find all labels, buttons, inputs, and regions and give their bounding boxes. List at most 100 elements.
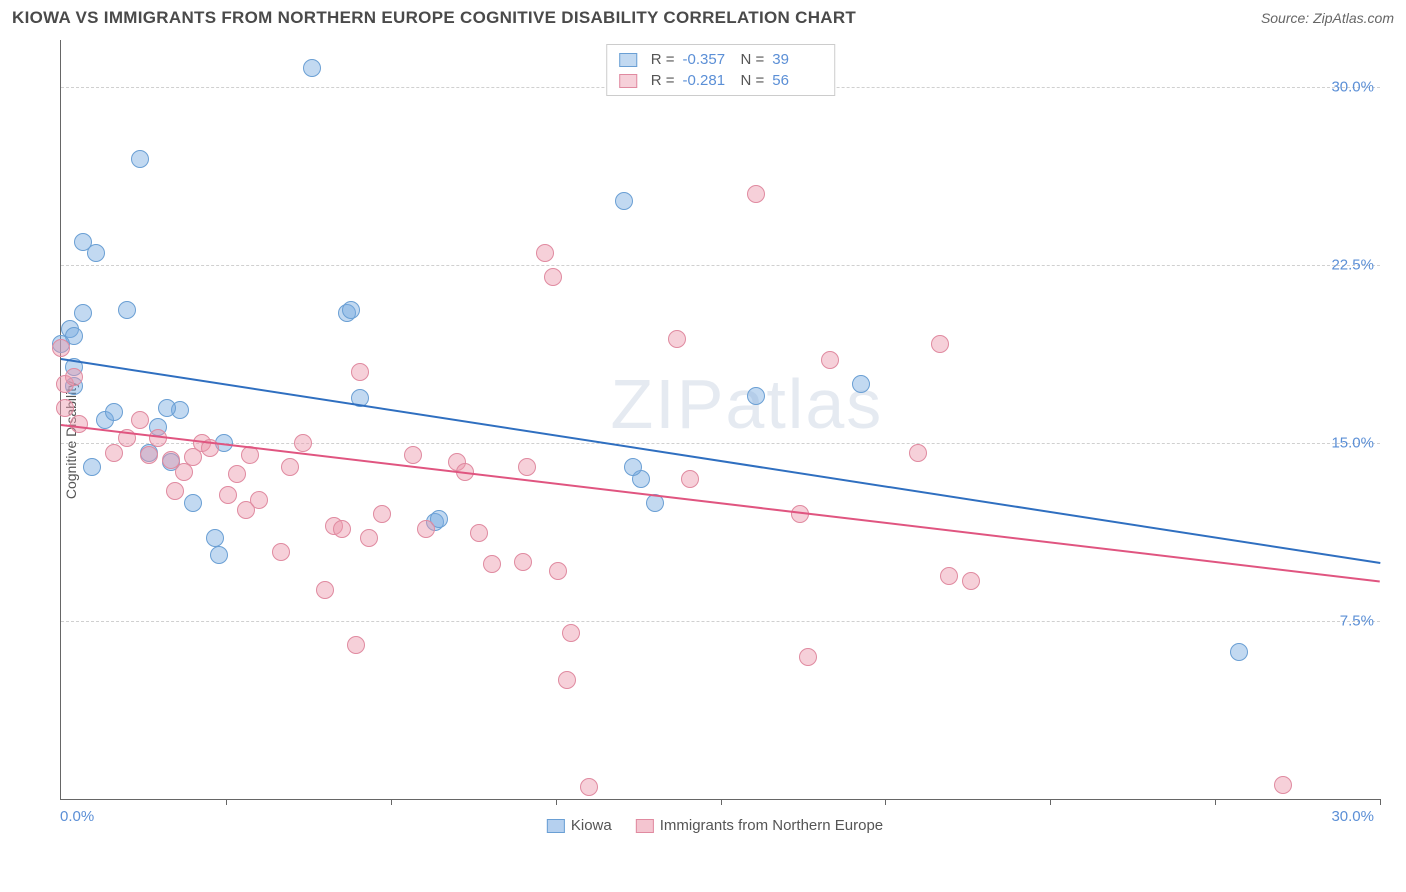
scatter-point — [65, 368, 83, 386]
scatter-point — [962, 572, 980, 590]
scatter-point — [909, 444, 927, 462]
scatter-point — [206, 529, 224, 547]
plot-area: ZIPatlas R = -0.357 N = 39 R = -0.281 N … — [60, 40, 1380, 800]
scatter-point — [514, 553, 532, 571]
chart-title: KIOWA VS IMMIGRANTS FROM NORTHERN EUROPE… — [12, 8, 856, 28]
legend-swatch-kiowa — [547, 819, 565, 833]
scatter-point — [70, 415, 88, 433]
scatter-point — [931, 335, 949, 353]
r-value-0: -0.357 — [683, 51, 733, 68]
scatter-point — [118, 301, 136, 319]
gridline — [61, 443, 1380, 444]
scatter-point — [52, 339, 70, 357]
scatter-point — [184, 494, 202, 512]
legend-swatch-0 — [619, 53, 637, 67]
r-value-1: -0.281 — [683, 72, 733, 89]
scatter-point — [373, 505, 391, 523]
scatter-point — [105, 403, 123, 421]
series-legend: Kiowa Immigrants from Northern Europe — [547, 817, 883, 834]
scatter-point — [56, 399, 74, 417]
scatter-point — [158, 399, 176, 417]
scatter-point — [74, 304, 92, 322]
scatter-point — [149, 429, 167, 447]
y-tick-label: 30.0% — [1331, 79, 1374, 96]
x-tick — [1380, 799, 1381, 805]
gridline — [61, 265, 1380, 266]
x-tick — [556, 799, 557, 805]
scatter-point — [518, 458, 536, 476]
scatter-point — [272, 543, 290, 561]
scatter-point — [131, 411, 149, 429]
scatter-point — [281, 458, 299, 476]
y-tick-label: 15.0% — [1331, 435, 1374, 452]
n-value-0: 39 — [772, 51, 822, 68]
scatter-point — [747, 387, 765, 405]
scatter-point — [483, 555, 501, 573]
scatter-point — [250, 491, 268, 509]
chart-header: KIOWA VS IMMIGRANTS FROM NORTHERN EUROPE… — [0, 0, 1406, 32]
scatter-point — [1274, 776, 1292, 794]
scatter-point — [624, 458, 642, 476]
trend-line — [61, 358, 1380, 564]
legend-label-0: Kiowa — [571, 817, 612, 834]
scatter-point — [87, 244, 105, 262]
x-max-label: 30.0% — [1331, 808, 1374, 825]
scatter-point — [404, 446, 422, 464]
scatter-point — [417, 520, 435, 538]
legend-label-1: Immigrants from Northern Europe — [660, 817, 883, 834]
x-tick — [226, 799, 227, 805]
scatter-point — [615, 192, 633, 210]
scatter-point — [166, 482, 184, 500]
scatter-point — [294, 434, 312, 452]
scatter-point — [1230, 643, 1248, 661]
x-tick — [1215, 799, 1216, 805]
y-tick-label: 22.5% — [1331, 257, 1374, 274]
x-tick — [885, 799, 886, 805]
scatter-point — [360, 529, 378, 547]
legend-row-1: R = -0.281 N = 56 — [619, 70, 823, 91]
scatter-point — [219, 486, 237, 504]
scatter-point — [668, 330, 686, 348]
scatter-point — [536, 244, 554, 262]
scatter-point — [83, 458, 101, 476]
scatter-point — [549, 562, 567, 580]
x-tick — [391, 799, 392, 805]
legend-item-0: Kiowa — [547, 817, 612, 834]
scatter-point — [747, 185, 765, 203]
chart-source: Source: ZipAtlas.com — [1261, 10, 1394, 26]
scatter-point — [544, 268, 562, 286]
gridline — [61, 621, 1380, 622]
scatter-point — [333, 520, 351, 538]
scatter-point — [799, 648, 817, 666]
n-value-1: 56 — [772, 72, 822, 89]
scatter-point — [131, 150, 149, 168]
x-min-label: 0.0% — [60, 808, 94, 825]
x-tick — [721, 799, 722, 805]
scatter-point — [316, 581, 334, 599]
correlation-legend: R = -0.357 N = 39 R = -0.281 N = 56 — [606, 44, 836, 96]
watermark: ZIPatlas — [610, 364, 883, 444]
scatter-point — [347, 636, 365, 654]
scatter-point — [351, 363, 369, 381]
scatter-point — [342, 301, 360, 319]
scatter-point — [470, 524, 488, 542]
x-tick — [1050, 799, 1051, 805]
scatter-point — [228, 465, 246, 483]
legend-item-1: Immigrants from Northern Europe — [636, 817, 883, 834]
scatter-point — [558, 671, 576, 689]
scatter-point — [210, 546, 228, 564]
legend-swatch-1 — [619, 74, 637, 88]
scatter-point — [105, 444, 123, 462]
scatter-point — [562, 624, 580, 642]
scatter-point — [580, 778, 598, 796]
y-tick-label: 7.5% — [1340, 613, 1374, 630]
legend-swatch-immigrants — [636, 819, 654, 833]
scatter-point — [821, 351, 839, 369]
scatter-point — [140, 446, 158, 464]
scatter-point — [681, 470, 699, 488]
scatter-point — [940, 567, 958, 585]
scatter-point — [852, 375, 870, 393]
legend-row-0: R = -0.357 N = 39 — [619, 49, 823, 70]
scatter-point — [303, 59, 321, 77]
chart-container: Cognitive Disability ZIPatlas R = -0.357… — [50, 40, 1380, 840]
